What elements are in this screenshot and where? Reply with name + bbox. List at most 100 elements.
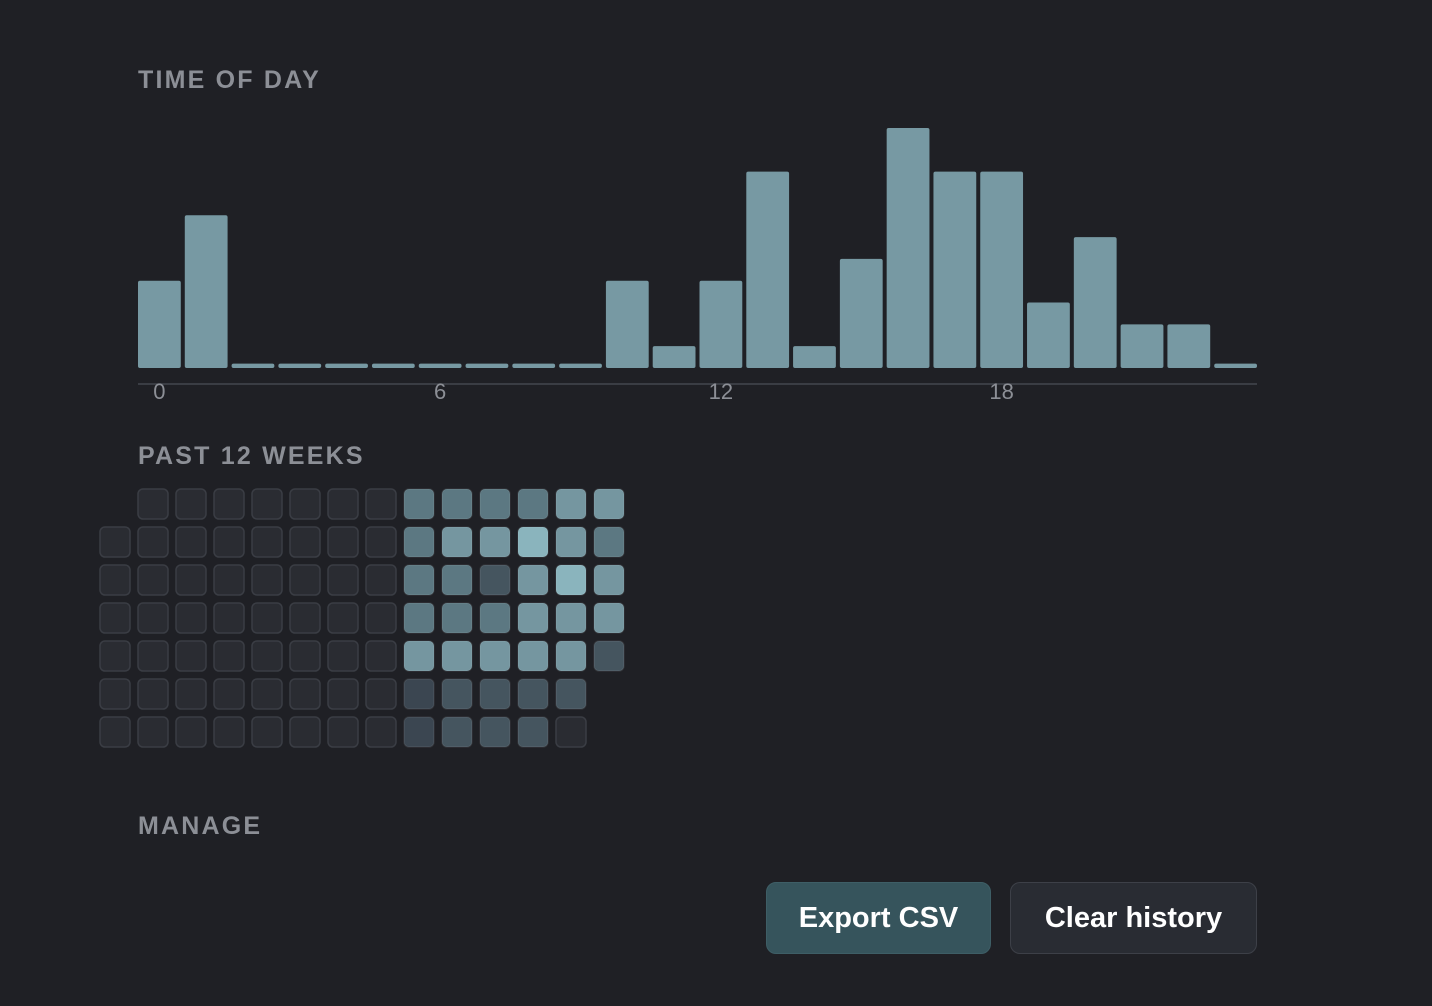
heatmap-cell: [479, 564, 511, 596]
heatmap-cell: [137, 678, 169, 710]
x-tick-label-6: 6: [434, 379, 446, 404]
heatmap-cell: [137, 526, 169, 558]
heatmap-cell: [555, 678, 587, 710]
heatmap-cell: [327, 678, 359, 710]
heatmap-cell: [289, 488, 321, 520]
bar-hour-2: [231, 363, 275, 368]
bar-hour-19: [1027, 302, 1070, 368]
heatmap-cell: [403, 678, 435, 710]
heatmap-cell: [479, 678, 511, 710]
heatmap-cell: [213, 716, 245, 748]
heatmap-cell: [365, 526, 397, 558]
time-of-day-title: TIME OF DAY: [138, 66, 322, 94]
heatmap-cell: [99, 564, 131, 596]
heatmap-cell: [403, 602, 435, 634]
heatmap-cell: [289, 526, 321, 558]
heatmap-cell: [327, 716, 359, 748]
heatmap-cell: [441, 602, 473, 634]
heatmap-cell: [213, 678, 245, 710]
heatmap-cell: [175, 716, 207, 748]
heatmap-cell: [213, 488, 245, 520]
bar-hour-0: [138, 280, 181, 368]
bar-hour-15: [839, 258, 883, 368]
heatmap-cell: [479, 488, 511, 520]
bar-hour-12: [699, 280, 743, 368]
heatmap-cell: [441, 488, 473, 520]
heatmap-cell: [251, 526, 283, 558]
heatmap-cell: [593, 640, 625, 672]
heatmap-cell: [251, 640, 283, 672]
heatmap-cell: [403, 640, 435, 672]
x-tick-label-12: 12: [709, 379, 733, 404]
heatmap-cell: [175, 678, 207, 710]
heatmap-cell: [441, 640, 473, 672]
heatmap-cell: [213, 602, 245, 634]
heatmap-cell: [99, 602, 131, 634]
heatmap-cell: [99, 678, 131, 710]
bar-hour-1: [184, 215, 228, 368]
heatmap-cell: [479, 640, 511, 672]
heatmap-cell: [365, 716, 397, 748]
heatmap-cell: [251, 602, 283, 634]
bar-hour-7: [465, 363, 509, 368]
time-of-day-chart: 0 6 12 18: [138, 128, 1257, 404]
heatmap-cell: [289, 640, 321, 672]
heatmap-cell: [479, 716, 511, 748]
heatmap-cell: [555, 640, 587, 672]
bar-hour-10: [605, 280, 649, 368]
heatmap-cell: [175, 602, 207, 634]
heatmap-cell: [175, 640, 207, 672]
heatmap-cell: [137, 602, 169, 634]
heatmap-cell: [327, 640, 359, 672]
heatmap-cell: [365, 678, 397, 710]
export-csv-button[interactable]: Export CSV: [766, 882, 991, 954]
x-tick-label-18: 18: [989, 379, 1013, 404]
bar-hour-16: [886, 128, 930, 368]
heatmap-cell: [555, 564, 587, 596]
bar-hour-21: [1120, 324, 1164, 368]
heatmap-cell: [327, 526, 359, 558]
heatmap-cell: [593, 488, 625, 520]
heatmap-cell: [403, 564, 435, 596]
heatmap-cell: [441, 716, 473, 748]
heatmap-cell: [213, 640, 245, 672]
bar-hour-17: [933, 171, 977, 368]
heatmap-cell: [365, 564, 397, 596]
heatmap-cell: [289, 716, 321, 748]
heatmap-cell: [517, 716, 549, 748]
bar-hour-22: [1167, 324, 1211, 368]
manage-title: MANAGE: [138, 812, 263, 840]
heatmap-cell: [175, 488, 207, 520]
heatmap-cell: [441, 526, 473, 558]
heatmap-cell: [479, 526, 511, 558]
heatmap-cell: [289, 564, 321, 596]
bar-hour-5: [371, 363, 415, 368]
heatmap-cell: [365, 640, 397, 672]
heatmap-cell: [213, 564, 245, 596]
bar-hour-20: [1073, 237, 1117, 368]
heatmap-cell: [441, 564, 473, 596]
past-12-weeks-title: PAST 12 WEEKS: [138, 442, 365, 470]
heatmap-cell: [251, 716, 283, 748]
heatmap-cell: [441, 678, 473, 710]
heatmap-cell: [365, 602, 397, 634]
heatmap-cell: [403, 716, 435, 748]
heatmap-cell: [517, 564, 549, 596]
x-tick-label-0: 0: [153, 379, 165, 404]
heatmap-cell: [137, 716, 169, 748]
bar-hour-6: [418, 363, 462, 368]
heatmap-cell: [593, 602, 625, 634]
heatmap-cell: [99, 640, 131, 672]
bar-hour-14: [793, 346, 836, 368]
bar-hour-13: [746, 171, 790, 368]
heatmap-cell: [555, 602, 587, 634]
bar-hour-8: [512, 363, 556, 368]
heatmap-cell: [555, 716, 587, 748]
heatmap-cell: [517, 488, 549, 520]
clear-history-button[interactable]: Clear history: [1010, 882, 1257, 954]
heatmap-cell: [327, 488, 359, 520]
bar-hour-9: [559, 363, 602, 368]
bar-hour-11: [652, 346, 696, 368]
heatmap-cell: [517, 640, 549, 672]
heatmap-cell: [555, 488, 587, 520]
